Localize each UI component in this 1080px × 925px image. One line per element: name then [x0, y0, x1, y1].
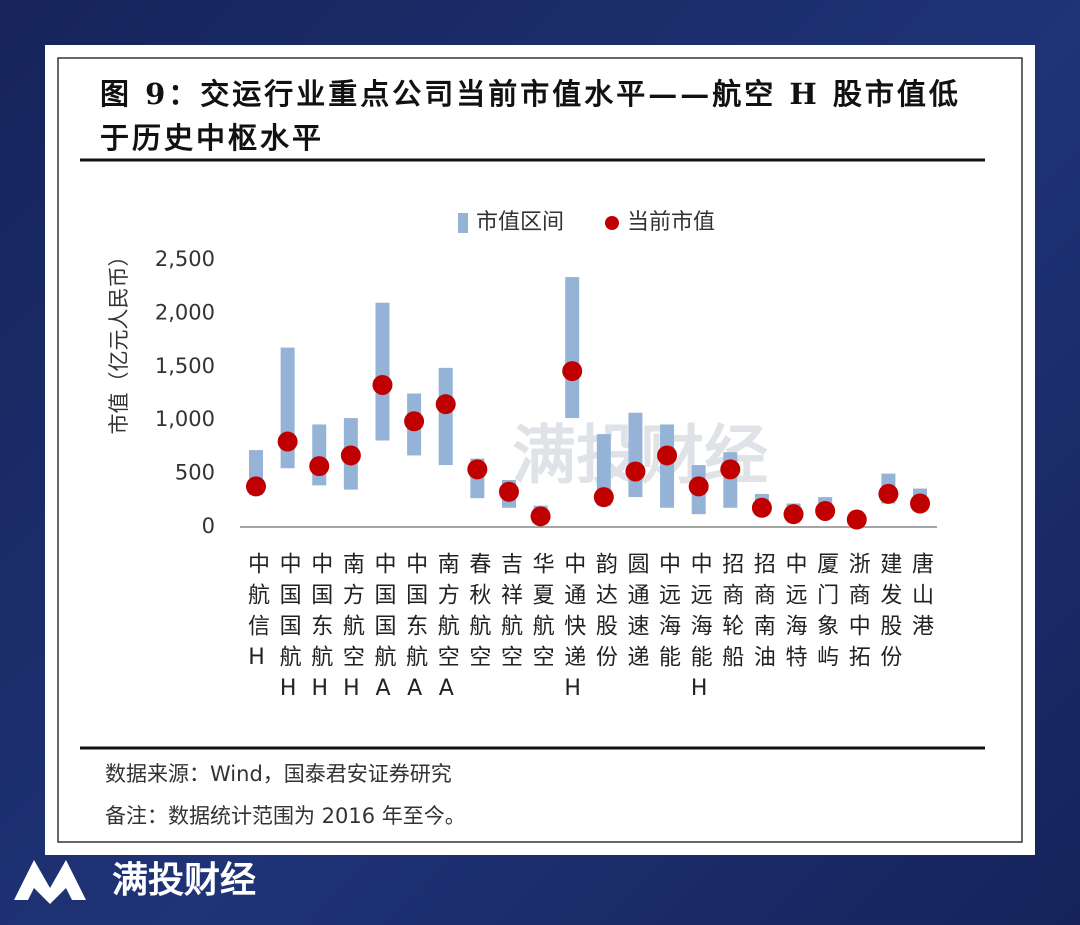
value-dot	[815, 500, 836, 521]
x-tick-label: 中国东航H	[307, 552, 333, 710]
y-tick-label: 1,500	[155, 354, 215, 378]
value-dot	[846, 509, 867, 530]
value-dot	[878, 483, 899, 504]
x-tick-label: 南方航空A	[433, 552, 459, 710]
chart-title: 图 9：交运行业重点公司当前市值水平——航空 H 股市值低于历史中枢水平	[100, 77, 961, 155]
frame	[57, 57, 1023, 843]
value-dot	[688, 476, 709, 497]
x-tick-label: 韵达股份	[591, 552, 617, 676]
value-dot	[340, 445, 361, 466]
x-tick-label: 圆通速递	[623, 552, 649, 676]
value-dot	[593, 487, 614, 508]
range-bar	[628, 412, 643, 498]
value-dot	[530, 506, 551, 527]
x-tick-label: 浙商中拓	[844, 552, 870, 676]
value-dot	[309, 456, 330, 477]
value-dot	[498, 481, 519, 502]
brand-name: 满投财经	[112, 860, 256, 901]
x-tick-label: 建发股份	[876, 552, 902, 676]
x-tick-label: 中航信H	[244, 552, 269, 679]
x-tick-label: 南方航空H	[338, 552, 364, 710]
y-tick-label: 1,000	[155, 407, 215, 431]
value-dot	[246, 476, 266, 497]
range-bar	[375, 302, 390, 441]
y-tick-label: 500	[175, 461, 215, 485]
x-tick-label: 招商南油	[749, 552, 775, 676]
range-bar	[438, 367, 453, 466]
y-tick-label: 0	[202, 514, 215, 538]
value-dot	[435, 394, 456, 415]
value-dot	[562, 361, 583, 382]
range-bar	[312, 424, 327, 486]
value-dot	[751, 497, 772, 518]
value-dot	[277, 431, 298, 452]
y-axis-label: 市值（亿元人民币）	[107, 246, 131, 435]
legend-label: 当前市值	[627, 210, 715, 235]
value-dot	[910, 493, 931, 514]
y-tick-label: 2,500	[155, 247, 215, 271]
value-dot	[467, 459, 488, 480]
value-dot	[372, 374, 393, 395]
x-tick-label: 华夏航空	[528, 552, 554, 676]
value-dot	[625, 461, 646, 482]
x-tick-label: 中国国航H	[275, 552, 301, 710]
brand-logo	[14, 860, 86, 904]
range-bar	[660, 424, 675, 508]
title-box: 图 9：交运行业重点公司当前市值水平——航空 H 股市值低于历史中枢水平	[100, 77, 961, 155]
legend-label: 市值区间	[476, 210, 564, 235]
value-dot	[404, 411, 425, 432]
value-dot	[783, 504, 804, 525]
x-tick-label: 厦门象屿	[813, 552, 839, 676]
x-tick-label: 中通快递H	[560, 552, 586, 710]
x-tick-label: 中远海能H	[686, 552, 712, 710]
legend-swatch	[605, 216, 619, 230]
y-tick-label: 2,000	[155, 300, 215, 324]
x-tick-label: 中远海特	[781, 552, 807, 676]
x-tick-label: 招商轮船	[718, 552, 744, 676]
x-tick-label: 中远海能	[655, 552, 681, 676]
x-tick-label: 中国国航A	[370, 552, 396, 710]
legend-swatch	[458, 213, 468, 233]
source: 数据来源：Wind，国泰君安证券研究	[105, 762, 452, 786]
note: 备注：数据统计范围为 2016 年至今。	[105, 804, 466, 828]
value-dot	[657, 445, 678, 466]
range-bar	[565, 277, 580, 419]
x-tick-label: 唐山港	[908, 552, 934, 645]
value-dot	[720, 459, 741, 480]
x-tick-label: 中国东航A	[402, 552, 428, 710]
x-tick-label: 吉祥航空	[496, 552, 522, 676]
panel	[45, 45, 1035, 855]
x-tick-label: 春秋航空	[465, 552, 491, 676]
